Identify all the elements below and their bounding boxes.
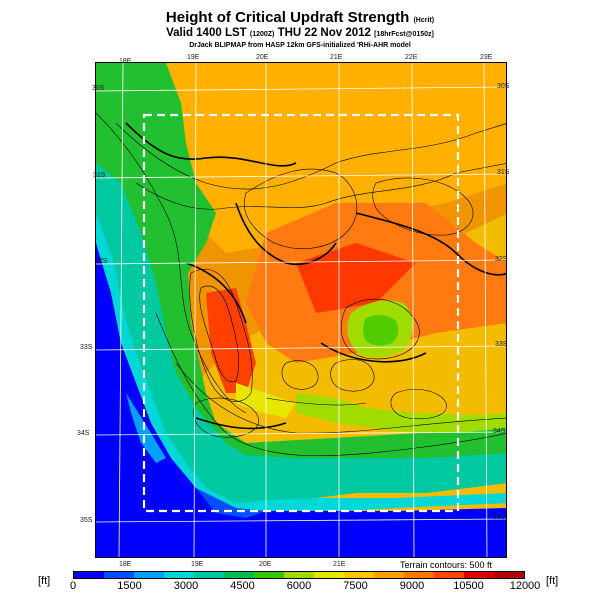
unit-label-left: [ft] — [38, 575, 51, 587]
lon-label-19e-bottom: 19E — [191, 561, 204, 568]
color-scale-swatch — [464, 572, 494, 578]
lat-label-31s: 31S — [93, 172, 106, 179]
color-scale-tick-label: 4500 — [230, 580, 255, 592]
color-scale-swatch — [194, 572, 224, 578]
color-scale-swatch — [164, 572, 194, 578]
map-title: Height of Critical Updraft Strength (Hcr… — [165, 9, 435, 26]
terrain-contour-note: Terrain contours: 500 ft — [400, 560, 493, 570]
lon-label-21e: 21E — [330, 54, 343, 61]
color-scale-tick-label: 6000 — [286, 580, 312, 592]
lat-label-30s: 30S — [92, 85, 105, 92]
lat-label-35s: 35S — [80, 517, 93, 524]
color-scale-swatch — [314, 572, 344, 578]
lat-label-30s-right: 30S — [497, 83, 510, 90]
map-graphic — [96, 63, 506, 557]
color-scale-bar — [73, 571, 525, 579]
valid-time: Valid 1400 LST (1200Z) THU 22 Nov 2012 [… — [166, 27, 434, 39]
lat-label-31s-right: 31S — [497, 169, 510, 176]
color-scale-swatch — [344, 572, 374, 578]
lat-label-35s-right: 35S — [493, 514, 506, 521]
lon-label-18e: 18E — [119, 58, 132, 65]
unit-label-right: [ft] — [546, 575, 559, 587]
lat-label-32s: 32S — [95, 258, 108, 265]
lat-label-32s-right: 32S — [495, 256, 508, 263]
color-scale-swatch — [374, 572, 404, 578]
color-scale-swatch — [224, 572, 254, 578]
lat-label-34s: 34S — [77, 430, 90, 437]
forecast-map — [95, 62, 507, 558]
color-scale-swatch — [134, 572, 164, 578]
lon-label-22e: 22E — [405, 54, 418, 61]
color-scale-tick-label: 3000 — [173, 580, 199, 592]
color-scale-swatch — [254, 572, 284, 578]
model-credit: DrJack BLIPMAP from HASP 12km GFS-initia… — [189, 42, 411, 49]
lon-label-20e: 20E — [256, 54, 269, 61]
lat-label-33s-right: 33S — [495, 341, 508, 348]
color-scale-swatch — [434, 572, 464, 578]
color-scale-tick-label: 10500 — [453, 580, 484, 592]
color-scale-swatch — [404, 572, 434, 578]
lon-label-19e: 19E — [187, 54, 200, 61]
color-scale-swatch — [74, 572, 104, 578]
color-scale-swatch — [284, 572, 314, 578]
color-scale-tick-label: 9000 — [399, 580, 425, 592]
color-scale-tick-label: 0 — [69, 580, 77, 592]
color-scale-swatch — [104, 572, 134, 578]
lon-label-23e: 23E — [480, 54, 493, 61]
lon-label-21e-bottom: 21E — [333, 561, 346, 568]
color-scale-tick-label: 1500 — [117, 580, 142, 592]
color-scale-tick-label: 7500 — [343, 580, 368, 592]
lat-label-34s-right: 34S — [493, 428, 506, 435]
color-scale-swatch — [494, 572, 524, 578]
color-scale-tick-label: 12000 — [509, 580, 541, 592]
lon-label-18e-bottom: 18E — [119, 561, 132, 568]
lat-label-33s: 33S — [80, 344, 93, 351]
lon-label-20e-bottom: 20E — [259, 561, 272, 568]
